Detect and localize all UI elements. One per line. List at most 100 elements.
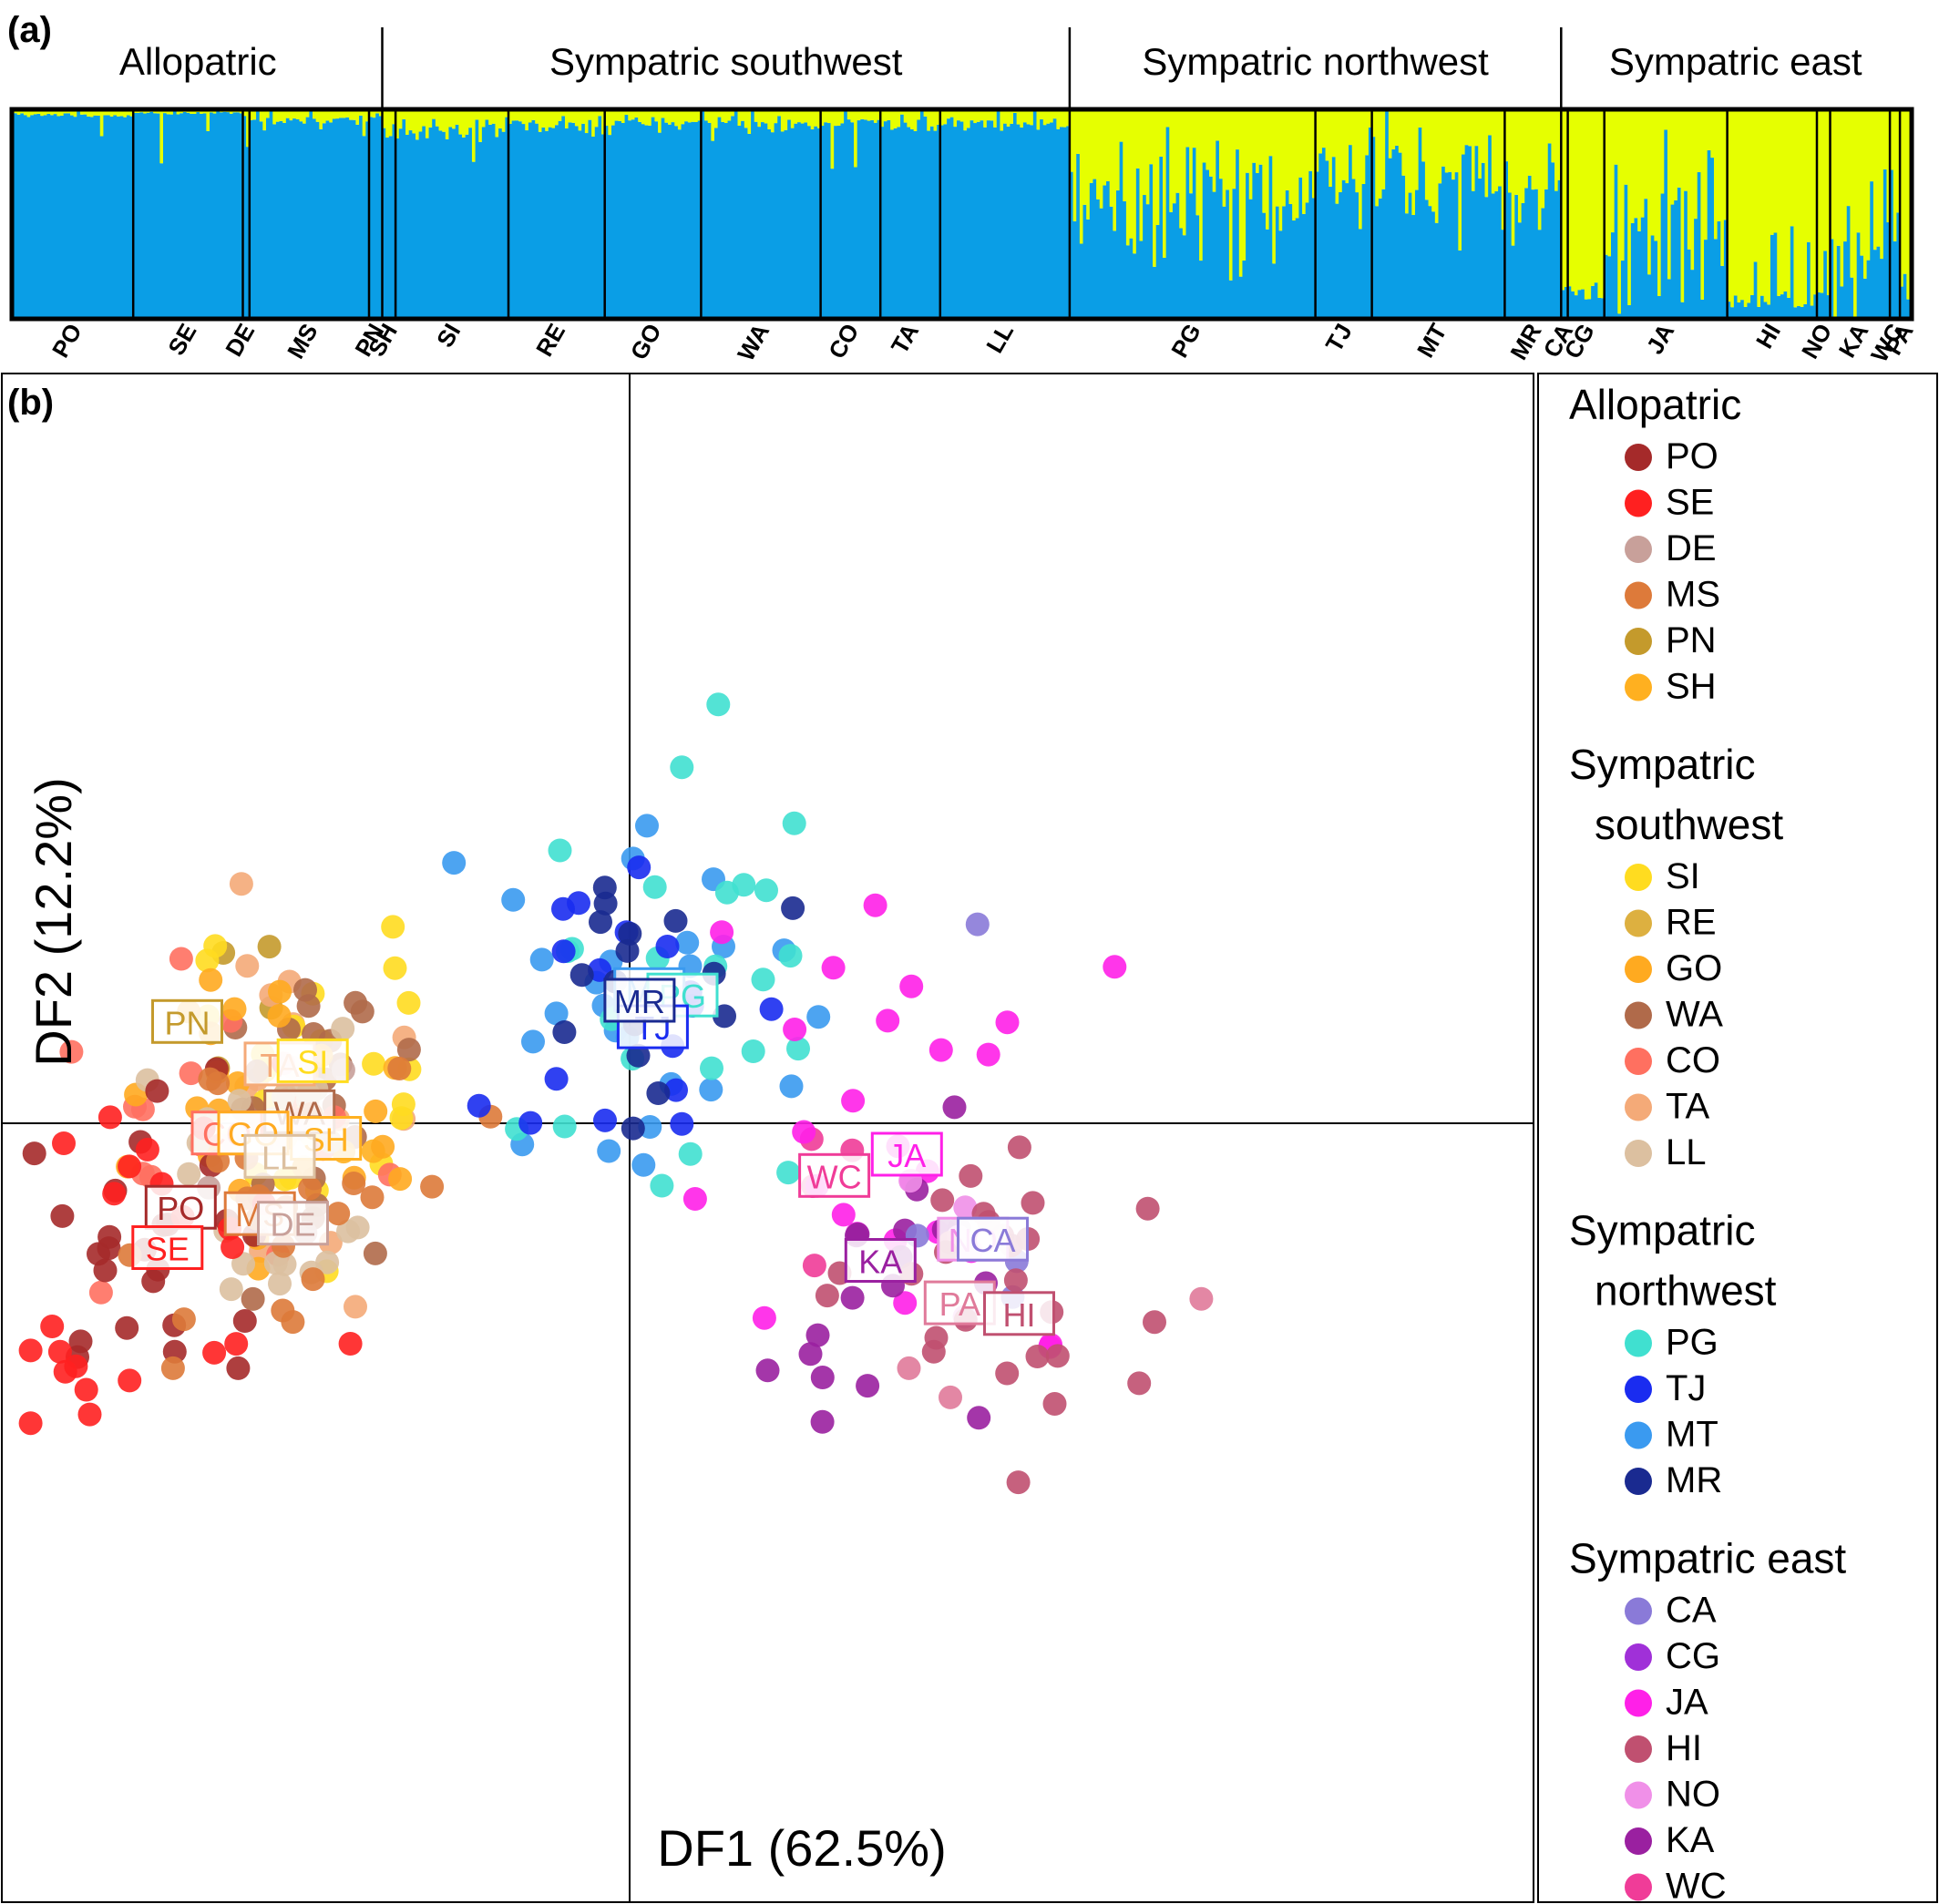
bar-yellow-MS-25 [332, 111, 337, 119]
bar-blue-SE-22 [206, 130, 210, 317]
legend-marker-MR [1625, 1468, 1652, 1495]
bar-yellow-TJ-15 [1365, 111, 1370, 156]
point-CA-3 [965, 912, 990, 937]
bar-blue-RE-9 [538, 131, 543, 317]
bar-yellow-PN-0 [368, 111, 374, 118]
point-JA-1 [893, 1291, 918, 1315]
bar-yellow-JA-32 [1710, 111, 1715, 159]
bar-yellow-PO-4 [26, 111, 31, 118]
point-GO-17 [199, 967, 223, 992]
bar-yellow-SE-6 [153, 111, 158, 114]
bar-yellow-HI-13 [1770, 111, 1775, 235]
centroid-box-PN [151, 998, 223, 1044]
bar-yellow-LL-13 [983, 111, 988, 128]
bar-yellow-KA-15 [1880, 111, 1884, 260]
pop-label-TJ: TJ [1320, 319, 1358, 356]
population-separators [131, 111, 1902, 317]
bar-yellow-SI-11 [432, 111, 436, 119]
bar-blue-PO-25 [97, 116, 101, 317]
bar-yellow-SE-16 [186, 111, 190, 113]
bar-yellow-DE-0 [242, 111, 247, 117]
bar-blue-CO-15 [870, 120, 875, 317]
legend-marker-HI [1625, 1735, 1652, 1763]
centroid-MR: MR [603, 978, 676, 1023]
bar-blue-RE-1 [511, 120, 516, 317]
bar-yellow-GO-1 [608, 111, 612, 136]
bar-blue-PO-24 [93, 115, 97, 317]
legend-marker-DE [1625, 536, 1652, 563]
bar-yellow-RE-15 [558, 111, 562, 121]
bar-yellow-CO-0 [820, 111, 825, 127]
bar-yellow-PG-23 [1145, 111, 1151, 205]
bar-yellow-TA-16 [933, 111, 938, 131]
bar-yellow-NO-0 [1816, 111, 1821, 292]
bar-yellow-MT-1 [1375, 111, 1380, 207]
bar-yellow-MS-9 [279, 111, 283, 121]
point-SE-23 [47, 1339, 72, 1364]
bar-yellow-RE-25 [591, 111, 596, 137]
bar-blue-PO-30 [113, 115, 118, 317]
bar-blue-KA-17 [1886, 222, 1891, 317]
bar-yellow-TA-10 [913, 111, 918, 131]
bar-yellow-PG-42 [1209, 111, 1214, 177]
bar-blue-GO-16 [658, 132, 662, 317]
bar-blue-PO-15 [63, 113, 67, 317]
bar-blue-GO-7 [628, 120, 632, 317]
bar-yellow-PG-4 [1082, 111, 1087, 205]
bar-blue-RE-12 [548, 127, 552, 317]
point-MT-18 [675, 930, 700, 955]
legend-label-HI: HI [1666, 1728, 1702, 1768]
bar-yellow-PG-15 [1119, 111, 1123, 142]
bar-blue-WA-15 [751, 111, 755, 317]
bar-yellow-MS-12 [289, 111, 293, 121]
bar-yellow-JA-15 [1654, 111, 1658, 241]
bar-blue-PA-2 [1906, 299, 1911, 317]
bar-yellow-PG-38 [1195, 111, 1200, 216]
bar-yellow-CO-6 [840, 111, 845, 124]
pop-label-JA: JA [1641, 319, 1680, 359]
bar-blue-JA-34 [1717, 220, 1721, 317]
bar-yellow-JA-24 [1684, 111, 1688, 191]
bar-yellow-PO-21 [83, 111, 87, 115]
point-MS-11 [420, 1174, 445, 1199]
bar-blue-SI-21 [465, 134, 469, 317]
bar-blue-HI-11 [1763, 302, 1768, 317]
point-TJ-14 [759, 997, 784, 1021]
bar-yellow-WC-0 [1890, 111, 1894, 170]
point-MR-5 [626, 1043, 651, 1068]
bar-blue-TA-11 [917, 119, 921, 317]
bar-blue-PO-19 [77, 111, 81, 317]
bar-yellow-PG-20 [1135, 111, 1141, 169]
bar-yellow-MR-10 [1537, 111, 1543, 230]
bar-blue-MT-30 [1471, 190, 1476, 317]
bar-blue-CO-8 [846, 119, 852, 317]
bar-blue-PG-42 [1209, 176, 1214, 317]
bar-blue-SI-1 [398, 128, 403, 317]
bar-yellow-JA-34 [1717, 111, 1721, 221]
point-PO-12 [68, 1329, 93, 1354]
point-PN-1 [257, 935, 282, 959]
bar-blue-LL-14 [986, 120, 991, 317]
bar-blue-SH-2 [388, 136, 394, 317]
bar-blue-HI-24 [1807, 241, 1811, 317]
bar-blue-MS-25 [332, 118, 337, 317]
legend-frame [1537, 373, 1938, 1903]
bar-blue-WC-0 [1890, 169, 1894, 317]
point-SE-25 [97, 1105, 122, 1130]
bar-blue-CG-2 [1574, 295, 1579, 317]
bar-yellow-MS-3 [259, 111, 263, 122]
bar-blue-GO-4 [618, 120, 622, 317]
bar-blue-TJ-8 [1341, 179, 1347, 317]
bar-blue-MR-15 [1554, 190, 1559, 317]
bar-blue-RE-27 [598, 116, 602, 317]
bar-blue-PG-47 [1226, 189, 1230, 317]
bar-yellow-MR-3 [1514, 111, 1519, 195]
bar-yellow-PG-14 [1115, 111, 1121, 191]
bar-blue-MS-1 [252, 119, 257, 317]
bar-yellow-WA-19 [764, 111, 768, 124]
bar-yellow-PO-34 [126, 111, 131, 116]
bar-blue-SH-3 [392, 124, 396, 317]
legend-group-title-1-0: Sympatric [1569, 741, 1755, 788]
bar-blue-LL-30 [1040, 118, 1044, 317]
